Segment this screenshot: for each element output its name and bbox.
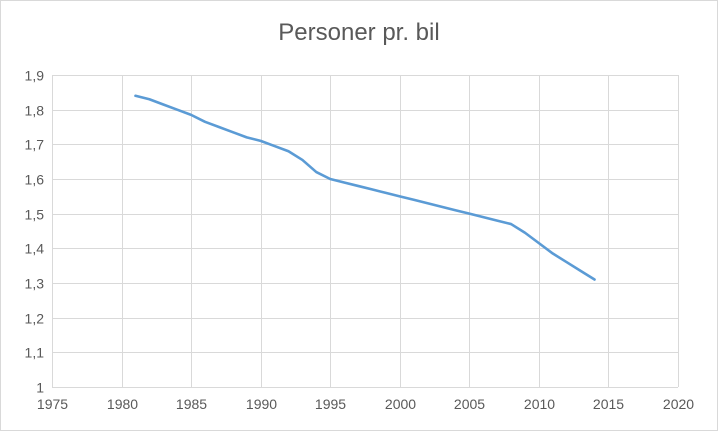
y-tick-label: 1,2 [25,311,45,327]
y-tick-label: 1,8 [25,103,45,119]
x-tick-label: 1985 [176,396,207,412]
y-tick-label: 1,3 [25,276,45,292]
y-tick-label: 1,5 [25,207,45,223]
x-tick-label: 2015 [593,396,624,412]
x-tick-label: 2020 [663,396,694,412]
x-tick-label: 1990 [246,396,277,412]
chart-title: Personer pr. bil [278,19,440,46]
x-tick-label: 1980 [107,396,138,412]
y-tick-label: 1,1 [25,345,45,361]
x-tick-label: 1975 [37,396,68,412]
series-layer [134,94,596,281]
y-tick-label: 1,9 [25,68,45,84]
y-tick-label: 1,4 [25,241,45,257]
y-tick-label: 1 [36,380,44,396]
x-tick-label: 2000 [385,396,416,412]
x-tick-label: 2005 [454,396,485,412]
x-tick-label: 2010 [524,396,555,412]
y-tick-label: 1,6 [25,172,45,188]
series-line [134,94,596,281]
gridlines [52,75,679,388]
x-tick-label: 1995 [315,396,346,412]
y-tick-label: 1,7 [25,137,45,153]
tick-labels: 1 1,1 1,2 1,3 1,4 1,5 1,6 1,7 1,8 1,9 1975 1980 1985… [25,68,695,413]
